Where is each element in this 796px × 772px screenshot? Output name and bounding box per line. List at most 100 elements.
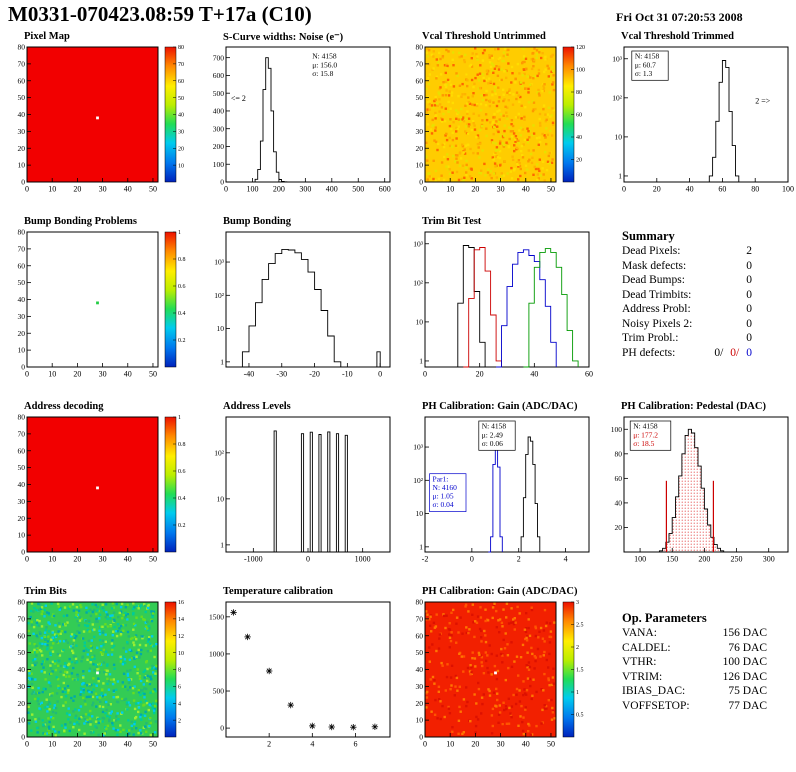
svg-text:0.8: 0.8	[178, 442, 186, 448]
summary-row: Dead Trimbits: 0	[622, 288, 752, 303]
summary-panel: Summary Dead Pixels: 2 Mask defects: 0 Dea…	[597, 215, 796, 400]
svg-text:40: 40	[18, 480, 26, 489]
svg-text:0: 0	[25, 740, 29, 749]
plot-title: PH Calibration: Pedestal (DAC)	[621, 401, 766, 412]
svg-text:10: 10	[178, 651, 184, 657]
svg-text:20: 20	[18, 329, 26, 338]
svg-text:120: 120	[576, 45, 585, 51]
svg-text:4: 4	[178, 701, 181, 707]
svg-text:40: 40	[522, 185, 530, 194]
svg-text:40: 40	[576, 135, 582, 141]
svg-text:σ: 0.04: σ: 0.04	[433, 500, 454, 509]
svg-text:70: 70	[416, 614, 424, 623]
svg-text:10²: 10²	[413, 476, 424, 485]
plot-title: Bump Bonding Problems	[24, 216, 138, 227]
svg-text:500: 500	[352, 185, 364, 194]
svg-text:0: 0	[220, 178, 224, 187]
svg-text:50: 50	[18, 463, 26, 472]
svg-text:50: 50	[149, 370, 157, 379]
summary-row-ph-defects: PH defects: 0/ 0/ 0	[622, 346, 752, 361]
temperature-calibration-canvas: 2 4 6 0 500 1000 1500	[209, 601, 391, 749]
plot-temperature-calibration: Temperature calibration 2 4 6 0 500 1000 1500	[199, 585, 398, 770]
svg-text:100: 100	[213, 160, 225, 169]
svg-text:30: 30	[18, 682, 26, 691]
summary-value: 0	[746, 303, 752, 315]
summary-row: Trim Probl.: 0	[622, 331, 752, 346]
summary-row: Mask defects: 0	[622, 259, 752, 274]
svg-text:μ: 1.05: μ: 1.05	[433, 492, 454, 501]
summary-label: PH defects:	[622, 346, 676, 359]
plot-title: Bump Bonding	[223, 216, 291, 227]
summary-label: Dead Pixels:	[622, 245, 681, 257]
trim-bit-test-canvas: 0 20 40 60 1 10 10² 10³	[413, 231, 593, 379]
svg-text:0.4: 0.4	[178, 311, 186, 317]
svg-text:1: 1	[419, 542, 423, 551]
svg-text:N: 4158: N: 4158	[633, 422, 658, 431]
svg-text:70: 70	[18, 429, 26, 438]
svg-text:10²: 10²	[612, 93, 623, 102]
svg-text:1: 1	[220, 357, 224, 366]
summary-value: 0	[746, 274, 752, 286]
svg-text:4: 4	[310, 740, 314, 749]
svg-text:80: 80	[18, 229, 26, 237]
summary-label: Mask defects:	[622, 259, 687, 272]
svg-text:600: 600	[379, 185, 391, 194]
svg-text:6: 6	[178, 685, 181, 691]
svg-text:30: 30	[18, 312, 26, 321]
ph-defect-values: 0/ 0/ 0	[714, 346, 752, 361]
summary-label: Dead Bumps:	[622, 274, 685, 286]
svg-text:0: 0	[378, 370, 382, 379]
svg-text:40: 40	[178, 113, 184, 119]
plot-trim-bit-test: Trim Bit Test 0 20 40 60 1 10 10² 10³	[398, 215, 597, 400]
plot-grid: Pixel Map 0 10 20 30 40 50 0 10 20 30 40 50 60 70 80 10…	[0, 30, 796, 770]
svg-text:10: 10	[48, 740, 56, 749]
noise-hist-canvas: 0 100 200 300 400 500 600 0 100 200 300 400 500 600 70…	[213, 46, 391, 194]
op-param-value: 126 DAC	[722, 670, 767, 683]
svg-text:N: 4158: N: 4158	[482, 422, 507, 431]
svg-text:-20: -20	[309, 370, 320, 379]
svg-text:80: 80	[751, 185, 759, 194]
svg-text:50: 50	[18, 93, 26, 102]
svg-text:100: 100	[246, 185, 258, 194]
summary-value: 2	[746, 245, 752, 257]
plot-ph-gain-hist: PH Calibration: Gain (ADC/DAC) -2 0 2 4 1 10 1…	[398, 400, 597, 585]
svg-text:70: 70	[18, 614, 26, 623]
op-param-value: 76 DAC	[728, 641, 767, 654]
svg-text:30: 30	[99, 185, 107, 194]
svg-text:100: 100	[782, 185, 794, 194]
svg-text:0: 0	[423, 370, 427, 379]
svg-text:20: 20	[18, 144, 26, 153]
svg-text:0.4: 0.4	[178, 496, 186, 502]
svg-text:10³: 10³	[413, 239, 424, 248]
svg-text:0: 0	[423, 740, 427, 749]
svg-text:80: 80	[416, 599, 424, 607]
svg-text:20: 20	[416, 144, 424, 153]
svg-text:0.6: 0.6	[178, 469, 186, 475]
svg-text:20: 20	[18, 699, 26, 708]
svg-text:0: 0	[470, 555, 474, 564]
svg-text:20: 20	[18, 514, 26, 523]
svg-text:20: 20	[73, 555, 81, 564]
svg-text:0: 0	[25, 370, 29, 379]
svg-text:8: 8	[178, 668, 181, 674]
svg-text:σ: 1.3: σ: 1.3	[635, 69, 653, 78]
svg-text:200: 200	[698, 555, 710, 564]
svg-text:20: 20	[73, 185, 81, 194]
plot-address-decoding: Address decoding 0 10 20 30 40 50 0 10 20 30 40 50 6…	[0, 400, 199, 585]
summary-value: 0	[746, 317, 752, 330]
svg-text:Par1:: Par1:	[433, 474, 449, 483]
svg-text:80: 80	[18, 44, 26, 52]
svg-text:60: 60	[615, 474, 623, 483]
plot-vcal-untrimmed: Vcal Threshold Untrimmed 0 10 20 30 40 50 0 10 2…	[398, 30, 597, 215]
svg-text:1: 1	[576, 690, 579, 696]
svg-text:10: 10	[446, 185, 454, 194]
svg-text:0: 0	[419, 178, 423, 187]
svg-text:70: 70	[18, 244, 26, 253]
svg-text:10²: 10²	[214, 291, 225, 300]
svg-text:0: 0	[21, 548, 25, 557]
svg-text:40: 40	[416, 665, 424, 674]
svg-text:0: 0	[423, 185, 427, 194]
svg-text:80: 80	[416, 44, 424, 52]
